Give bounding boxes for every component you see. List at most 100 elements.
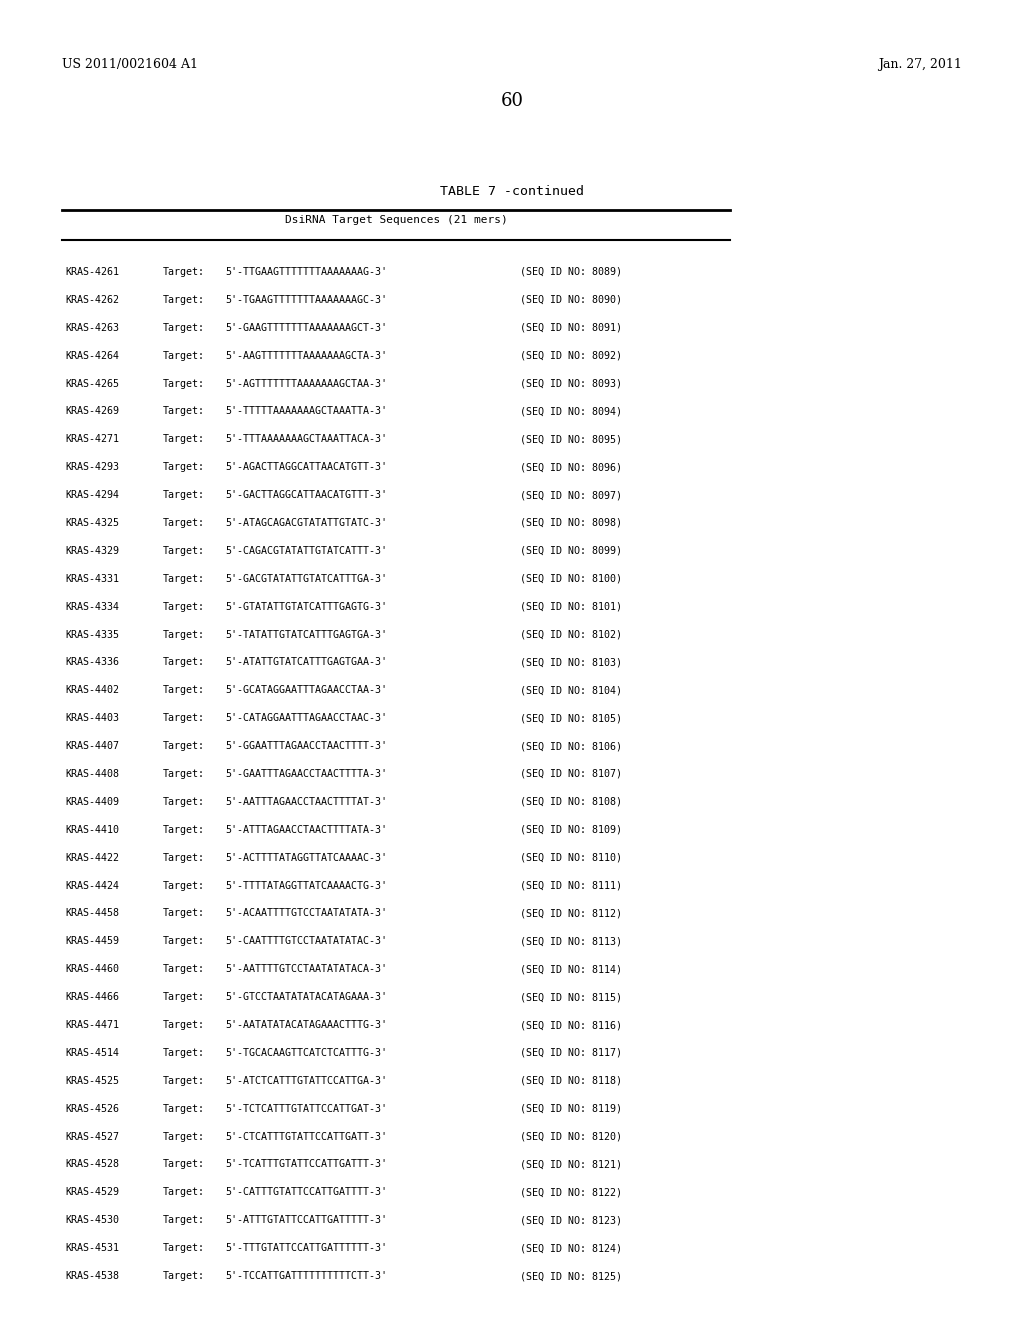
Text: Target:: Target: (163, 1076, 205, 1086)
Text: Target:: Target: (163, 1188, 205, 1197)
Text: KRAS-4262: KRAS-4262 (65, 294, 119, 305)
Text: KRAS-4529: KRAS-4529 (65, 1188, 119, 1197)
Text: Target:: Target: (163, 1243, 205, 1253)
Text: KRAS-4527: KRAS-4527 (65, 1131, 119, 1142)
Text: Target:: Target: (163, 1271, 205, 1280)
Text: KRAS-4261: KRAS-4261 (65, 267, 119, 277)
Text: 5'-AGTTTTTTTAAAAAAAGCTAA-3': 5'-AGTTTTTTTAAAAAAAGCTAA-3' (225, 379, 387, 388)
Text: 5'-ATTTGTATTCCATTGATTTTT-3': 5'-ATTTGTATTCCATTGATTTTT-3' (225, 1216, 387, 1225)
Text: KRAS-4265: KRAS-4265 (65, 379, 119, 388)
Text: KRAS-4514: KRAS-4514 (65, 1048, 119, 1057)
Text: (SEQ ID NO: 8093): (SEQ ID NO: 8093) (520, 379, 622, 388)
Text: KRAS-4471: KRAS-4471 (65, 1020, 119, 1030)
Text: Target:: Target: (163, 267, 205, 277)
Text: (SEQ ID NO: 8112): (SEQ ID NO: 8112) (520, 908, 622, 919)
Text: 5'-TTTGTATTCCATTGATTTTTT-3': 5'-TTTGTATTCCATTGATTTTTT-3' (225, 1243, 387, 1253)
Text: 5'-GCATAGGAATTTAGAACCTAA-3': 5'-GCATAGGAATTTAGAACCTAA-3' (225, 685, 387, 696)
Text: KRAS-4402: KRAS-4402 (65, 685, 119, 696)
Text: 5'-TTTAAAAAAAGCTAAATTACA-3': 5'-TTTAAAAAAAGCTAAATTACA-3' (225, 434, 387, 445)
Text: 5'-TCATTTGTATTCCATTGATTT-3': 5'-TCATTTGTATTCCATTGATTT-3' (225, 1159, 387, 1170)
Text: (SEQ ID NO: 8125): (SEQ ID NO: 8125) (520, 1271, 622, 1280)
Text: KRAS-4269: KRAS-4269 (65, 407, 119, 416)
Text: Target:: Target: (163, 1104, 205, 1114)
Text: Target:: Target: (163, 1020, 205, 1030)
Text: Target:: Target: (163, 407, 205, 416)
Text: 5'-GTCCTAATATATAСATAGAAA-3': 5'-GTCCTAATATATAСATAGAAA-3' (225, 993, 387, 1002)
Text: Target:: Target: (163, 964, 205, 974)
Text: 5'-TGAAGTTTTTTTAAAAAAAGC-3': 5'-TGAAGTTTTTTTAAAAAAAGC-3' (225, 294, 387, 305)
Text: 5'-GAATTTAGAACCTAACTTTTA-3': 5'-GAATTTAGAACCTAACTTTTA-3' (225, 770, 387, 779)
Text: (SEQ ID NO: 8109): (SEQ ID NO: 8109) (520, 825, 622, 834)
Text: (SEQ ID NO: 8110): (SEQ ID NO: 8110) (520, 853, 622, 863)
Text: (SEQ ID NO: 8116): (SEQ ID NO: 8116) (520, 1020, 622, 1030)
Text: Target:: Target: (163, 351, 205, 360)
Text: 5'-CTCATTTGTATTCCATTGATT-3': 5'-CTCATTTGTATTCCATTGATT-3' (225, 1131, 387, 1142)
Text: KRAS-4409: KRAS-4409 (65, 797, 119, 807)
Text: (SEQ ID NO: 8121): (SEQ ID NO: 8121) (520, 1159, 622, 1170)
Text: 5'-TTGAAGTTTTTTTAAAAAAAG-3': 5'-TTGAAGTTTTTTTAAAAAAAG-3' (225, 267, 387, 277)
Text: (SEQ ID NO: 8102): (SEQ ID NO: 8102) (520, 630, 622, 640)
Text: KRAS-4407: KRAS-4407 (65, 741, 119, 751)
Text: (SEQ ID NO: 8124): (SEQ ID NO: 8124) (520, 1243, 622, 1253)
Text: 5'-TCTCATTTGTATTCCATTGAT-3': 5'-TCTCATTTGTATTCCATTGAT-3' (225, 1104, 387, 1114)
Text: KRAS-4538: KRAS-4538 (65, 1271, 119, 1280)
Text: 5'-TATATTGTATCATTTGAGTGA-3': 5'-TATATTGTATCATTTGAGTGA-3' (225, 630, 387, 640)
Text: 5'-AATTTTGTCCTAATATATACA-3': 5'-AATTTTGTCCTAATATATACA-3' (225, 964, 387, 974)
Text: (SEQ ID NO: 8098): (SEQ ID NO: 8098) (520, 517, 622, 528)
Text: Target:: Target: (163, 657, 205, 668)
Text: 5'-AAGTTTTTTTAAAAAAAGCTA-3': 5'-AAGTTTTTTTAAAAAAAGCTA-3' (225, 351, 387, 360)
Text: KRAS-4264: KRAS-4264 (65, 351, 119, 360)
Text: KRAS-4271: KRAS-4271 (65, 434, 119, 445)
Text: (SEQ ID NO: 8111): (SEQ ID NO: 8111) (520, 880, 622, 891)
Text: (SEQ ID NO: 8097): (SEQ ID NO: 8097) (520, 490, 622, 500)
Text: 5'-AGACTTAGGCATTAACATGTT-3': 5'-AGACTTAGGCATTAACATGTT-3' (225, 462, 387, 473)
Text: (SEQ ID NO: 8115): (SEQ ID NO: 8115) (520, 993, 622, 1002)
Text: (SEQ ID NO: 8108): (SEQ ID NO: 8108) (520, 797, 622, 807)
Text: KRAS-4334: KRAS-4334 (65, 602, 119, 611)
Text: Target:: Target: (163, 574, 205, 583)
Text: KRAS-4424: KRAS-4424 (65, 880, 119, 891)
Text: Target:: Target: (163, 713, 205, 723)
Text: 5'-TCCATTGATTTTTTTTTТCTT-3': 5'-TCCATTGATTTTTTTTTТCTT-3' (225, 1271, 387, 1280)
Text: KRAS-4263: KRAS-4263 (65, 322, 119, 333)
Text: Target:: Target: (163, 379, 205, 388)
Text: (SEQ ID NO: 8099): (SEQ ID NO: 8099) (520, 546, 622, 556)
Text: KRAS-4528: KRAS-4528 (65, 1159, 119, 1170)
Text: Target:: Target: (163, 630, 205, 640)
Text: KRAS-4410: KRAS-4410 (65, 825, 119, 834)
Text: KRAS-4422: KRAS-4422 (65, 853, 119, 863)
Text: (SEQ ID NO: 8122): (SEQ ID NO: 8122) (520, 1188, 622, 1197)
Text: Target:: Target: (163, 908, 205, 919)
Text: KRAS-4525: KRAS-4525 (65, 1076, 119, 1086)
Text: 5'-CAATTTTGTCCTAATATATAC-3': 5'-CAATTTTGTCCTAATATATAC-3' (225, 936, 387, 946)
Text: 5'-ATATTGTATCATTTGAGTGAA-3': 5'-ATATTGTATCATTTGAGTGAA-3' (225, 657, 387, 668)
Text: (SEQ ID NO: 8095): (SEQ ID NO: 8095) (520, 434, 622, 445)
Text: KRAS-4458: KRAS-4458 (65, 908, 119, 919)
Text: Target:: Target: (163, 322, 205, 333)
Text: 5'-GACTTAGGCATTAACATGTTT-3': 5'-GACTTAGGCATTAACATGTTT-3' (225, 490, 387, 500)
Text: 5'-TGCACAAGTTCATCTCATTTG-3': 5'-TGCACAAGTTCATCTCATTTG-3' (225, 1048, 387, 1057)
Text: KRAS-4460: KRAS-4460 (65, 964, 119, 974)
Text: (SEQ ID NO: 8096): (SEQ ID NO: 8096) (520, 462, 622, 473)
Text: 5'-CAGACGTATATTGTATCATTT-3': 5'-CAGACGTATATTGTATCATTT-3' (225, 546, 387, 556)
Text: KRAS-4325: KRAS-4325 (65, 517, 119, 528)
Text: KRAS-4331: KRAS-4331 (65, 574, 119, 583)
Text: (SEQ ID NO: 8091): (SEQ ID NO: 8091) (520, 322, 622, 333)
Text: KRAS-4293: KRAS-4293 (65, 462, 119, 473)
Text: KRAS-4294: KRAS-4294 (65, 490, 119, 500)
Text: 5'-ACAATTTTGTCCTAATATATA-3': 5'-ACAATTTTGTCCTAATATATA-3' (225, 908, 387, 919)
Text: Target:: Target: (163, 602, 205, 611)
Text: (SEQ ID NO: 8094): (SEQ ID NO: 8094) (520, 407, 622, 416)
Text: Target:: Target: (163, 993, 205, 1002)
Text: 5'-CATAGGAATTTAGAACCTAAC-3': 5'-CATAGGAATTTAGAACCTAAC-3' (225, 713, 387, 723)
Text: 5'-GGAATTTAGAACCTAACTTTT-3': 5'-GGAATTTAGAACCTAACTTTT-3' (225, 741, 387, 751)
Text: Target:: Target: (163, 797, 205, 807)
Text: Target:: Target: (163, 546, 205, 556)
Text: Target:: Target: (163, 685, 205, 696)
Text: KRAS-4336: KRAS-4336 (65, 657, 119, 668)
Text: Target:: Target: (163, 936, 205, 946)
Text: 5'-CATTTGTATTCCATTGATTTT-3': 5'-CATTTGTATTCCATTGATTTT-3' (225, 1188, 387, 1197)
Text: Target:: Target: (163, 294, 205, 305)
Text: KRAS-4526: KRAS-4526 (65, 1104, 119, 1114)
Text: KRAS-4530: KRAS-4530 (65, 1216, 119, 1225)
